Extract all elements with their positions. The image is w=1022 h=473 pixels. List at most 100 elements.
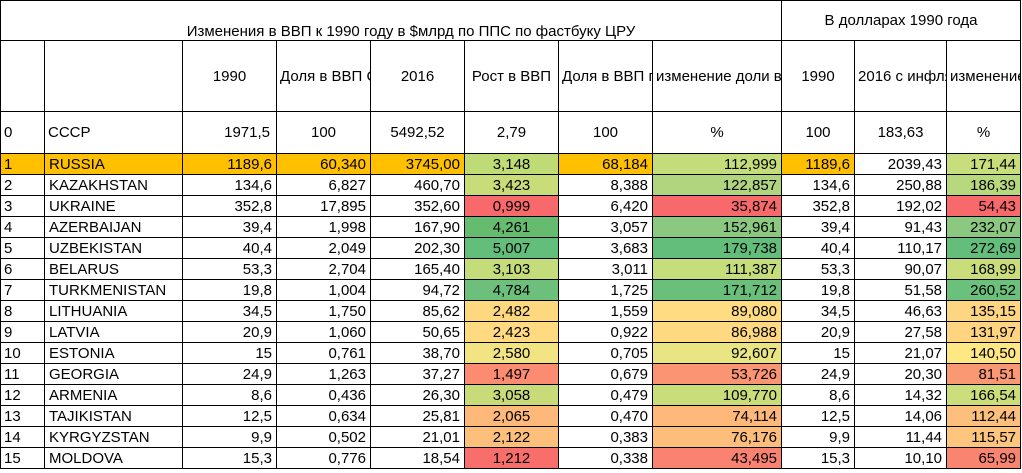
row-index-cell[interactable]: 3: [0, 195, 45, 217]
table-cell[interactable]: 2039,43: [854, 153, 948, 175]
table-cell[interactable]: 24,9: [781, 363, 856, 385]
total-cell[interactable]: %: [946, 111, 1022, 154]
table-cell[interactable]: 81,51: [946, 363, 1022, 385]
table-cell[interactable]: 86,988: [651, 321, 783, 343]
table-cell[interactable]: 9,9: [182, 426, 277, 448]
table-cell[interactable]: 39,4: [781, 216, 856, 238]
total-cell[interactable]: 100: [558, 111, 653, 154]
country-name-cell[interactable]: UKRAINE: [44, 195, 183, 217]
total-cell[interactable]: 2,79: [464, 111, 559, 154]
table-cell[interactable]: 20,9: [781, 321, 856, 343]
table-cell[interactable]: 152,961: [651, 216, 783, 238]
table-cell[interactable]: 20,9: [182, 321, 277, 343]
row-index-cell[interactable]: 15: [0, 447, 45, 469]
table-cell[interactable]: 20,30: [854, 363, 948, 385]
country-name-cell[interactable]: LATVIA: [44, 321, 183, 343]
table-cell[interactable]: 2,423: [464, 321, 559, 343]
table-cell[interactable]: 352,60: [370, 195, 465, 217]
table-cell[interactable]: 4,784: [464, 279, 559, 301]
table-cell[interactable]: 1,212: [464, 447, 559, 469]
table-cell[interactable]: 0,470: [558, 405, 653, 427]
column-header[interactable]: Доля в ВВП СССР: [276, 40, 371, 112]
table-cell[interactable]: 3745,00: [370, 153, 465, 175]
table-cell[interactable]: 3,057: [558, 216, 653, 238]
table-cell[interactable]: 186,39: [946, 174, 1022, 196]
column-header[interactable]: Рост в ВВП: [464, 40, 559, 112]
table-cell[interactable]: 2,580: [464, 342, 559, 364]
table-cell[interactable]: 8,388: [558, 174, 653, 196]
table-cell[interactable]: 0,776: [276, 447, 371, 469]
table-cell[interactable]: 53,3: [182, 258, 277, 280]
table-cell[interactable]: 140,50: [946, 342, 1022, 364]
table-cell[interactable]: 85,62: [370, 300, 465, 322]
table-cell[interactable]: 3,058: [464, 384, 559, 406]
table-cell[interactable]: 14,32: [854, 384, 948, 406]
table-cell[interactable]: 179,738: [651, 237, 783, 259]
table-cell[interactable]: 0,705: [558, 342, 653, 364]
total-cell[interactable]: 100: [276, 111, 371, 154]
table-cell[interactable]: 1,263: [276, 363, 371, 385]
table-cell[interactable]: 167,90: [370, 216, 465, 238]
table-cell[interactable]: 0,761: [276, 342, 371, 364]
table-cell[interactable]: 122,857: [651, 174, 783, 196]
table-cell[interactable]: 27,58: [854, 321, 948, 343]
table-cell[interactable]: 352,8: [182, 195, 277, 217]
table-cell[interactable]: 232,07: [946, 216, 1022, 238]
table-cell[interactable]: 92,607: [651, 342, 783, 364]
table-cell[interactable]: 168,99: [946, 258, 1022, 280]
table-cell[interactable]: 43,495: [651, 447, 783, 469]
table-cell[interactable]: 0,479: [558, 384, 653, 406]
table-cell[interactable]: 1,750: [276, 300, 371, 322]
table-cell[interactable]: 3,683: [558, 237, 653, 259]
row-index-cell[interactable]: 12: [0, 384, 45, 406]
table-cell[interactable]: 250,88: [854, 174, 948, 196]
table-cell[interactable]: 0,436: [276, 384, 371, 406]
table-cell[interactable]: 112,44: [946, 405, 1022, 427]
table-cell[interactable]: 135,15: [946, 300, 1022, 322]
header-empty-name[interactable]: [44, 40, 183, 112]
table-cell[interactable]: 2,482: [464, 300, 559, 322]
table-cell[interactable]: 2,704: [276, 258, 371, 280]
table-cell[interactable]: 40,4: [182, 237, 277, 259]
row-index-cell[interactable]: 7: [0, 279, 45, 301]
table-cell[interactable]: 2,065: [464, 405, 559, 427]
table-cell[interactable]: 0,634: [276, 405, 371, 427]
column-header[interactable]: 1990: [781, 40, 856, 112]
table-cell[interactable]: 68,184: [558, 153, 653, 175]
table-cell[interactable]: 2,122: [464, 426, 559, 448]
column-header[interactable]: 1990: [182, 40, 277, 112]
table-cell[interactable]: 8,6: [781, 384, 856, 406]
table-cell[interactable]: 272,69: [946, 237, 1022, 259]
table-cell[interactable]: 74,114: [651, 405, 783, 427]
table-cell[interactable]: 34,5: [781, 300, 856, 322]
column-header[interactable]: 2016: [370, 40, 465, 112]
table-cell[interactable]: 1189,6: [182, 153, 277, 175]
table-cell[interactable]: 0,502: [276, 426, 371, 448]
table-cell[interactable]: 19,8: [781, 279, 856, 301]
table-cell[interactable]: 24,9: [182, 363, 277, 385]
table-cell[interactable]: 134,6: [781, 174, 856, 196]
country-name-cell[interactable]: BELARUS: [44, 258, 183, 280]
table-cell[interactable]: 171,712: [651, 279, 783, 301]
row-index-cell[interactable]: 14: [0, 426, 45, 448]
table-cell[interactable]: 18,54: [370, 447, 465, 469]
table-cell[interactable]: 60,340: [276, 153, 371, 175]
table-cell[interactable]: 6,420: [558, 195, 653, 217]
table-cell[interactable]: 15: [182, 342, 277, 364]
table-cell[interactable]: 46,63: [854, 300, 948, 322]
total-index[interactable]: 0: [0, 111, 45, 154]
country-name-cell[interactable]: AZERBAIJAN: [44, 216, 183, 238]
row-index-cell[interactable]: 10: [0, 342, 45, 364]
table-cell[interactable]: 134,6: [182, 174, 277, 196]
table-cell[interactable]: 460,70: [370, 174, 465, 196]
table-cell[interactable]: 109,770: [651, 384, 783, 406]
country-name-cell[interactable]: KAZAKHSTAN: [44, 174, 183, 196]
table-cell[interactable]: 8,6: [182, 384, 277, 406]
table-cell[interactable]: 25,81: [370, 405, 465, 427]
table-cell[interactable]: 21,01: [370, 426, 465, 448]
table-cell[interactable]: 3,103: [464, 258, 559, 280]
left-title-cell[interactable]: Изменения в ВВП к 1990 году в $млрд по П…: [0, 0, 783, 41]
table-cell[interactable]: 94,72: [370, 279, 465, 301]
table-cell[interactable]: 91,43: [854, 216, 948, 238]
total-cell[interactable]: 5492,52: [370, 111, 465, 154]
